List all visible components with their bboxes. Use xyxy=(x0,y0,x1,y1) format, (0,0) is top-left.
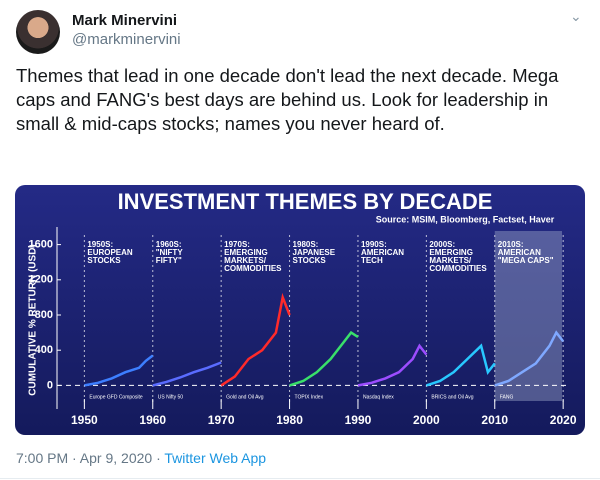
x-tick-label: 2020 xyxy=(550,413,577,427)
panel-label: EMERGING xyxy=(429,248,473,257)
y-tick-label: 0 xyxy=(47,379,53,391)
y-tick-label: 400 xyxy=(35,344,53,356)
panel-label: 1960S: xyxy=(156,240,182,249)
divider xyxy=(0,478,600,479)
panel-label: FIFTY" xyxy=(156,256,182,265)
highlight-panel xyxy=(494,231,562,401)
timestamp[interactable]: 7:00 PM · Apr 9, 2020 · xyxy=(16,450,161,466)
y-tick-label: 1600 xyxy=(29,239,53,251)
panel-label: MARKETS/ xyxy=(429,256,472,265)
index-label: BRICS and Oil Avg xyxy=(431,394,473,400)
tweet-footer: 7:00 PM · Apr 9, 2020 · Twitter Web App xyxy=(16,450,266,466)
author-handle[interactable]: @markminervini xyxy=(72,31,181,48)
series-line xyxy=(357,343,428,387)
y-axis-label: CUMULATIVE % RETURN (USD) xyxy=(28,244,39,395)
panel-label: AMERICAN xyxy=(361,248,404,257)
index-label: US Nifty 50 xyxy=(158,394,184,400)
x-tick-label: 2000 xyxy=(413,413,440,427)
index-label: TOPIX Index xyxy=(295,394,324,400)
panel-label: AMERICAN xyxy=(498,248,541,257)
panel-label: 1990S: xyxy=(361,240,387,249)
x-tick-label: 1990 xyxy=(345,413,372,427)
panel-label: EUROPEAN xyxy=(87,248,133,257)
chart-title: INVESTMENT THEMES BY DECADE xyxy=(118,189,493,214)
chart-image[interactable]: INVESTMENT THEMES BY DECADE Source: MSIM… xyxy=(15,185,585,435)
series-line xyxy=(426,343,496,387)
panel-label: COMMODITIES xyxy=(429,264,487,273)
index-label: Gold and Oil Avg xyxy=(226,394,264,400)
panel-label: MARKETS/ xyxy=(224,256,267,265)
avatar[interactable] xyxy=(16,10,60,54)
panel-label: 2010S: xyxy=(498,240,524,249)
index-label: Nasdaq Index xyxy=(363,394,394,400)
panel-label: STOCKS xyxy=(293,256,327,265)
y-tick-label: 1200 xyxy=(29,274,53,286)
x-tick-label: 1950 xyxy=(71,413,98,427)
panel-label: TECH xyxy=(361,256,383,265)
panel-label: "MEGA CAPS" xyxy=(498,256,554,265)
panel-label: 1970S: xyxy=(224,240,250,249)
chart-subtitle: Source: MSIM, Bloomberg, Factset, Haver xyxy=(376,214,555,224)
chart-background xyxy=(15,185,585,435)
series-line xyxy=(84,354,154,387)
series-line xyxy=(152,361,222,387)
panel-label: COMMODITIES xyxy=(224,264,282,273)
x-tick-label: 1970 xyxy=(208,413,235,427)
x-tick-label: 2010 xyxy=(481,413,508,427)
x-tick-label: 1960 xyxy=(139,413,166,427)
panel-label: 1980S: xyxy=(293,240,319,249)
source-link[interactable]: Twitter Web App xyxy=(164,450,267,466)
y-tick-label: 800 xyxy=(35,309,53,321)
panel-label: EMERGING xyxy=(224,248,268,257)
panel-label: 2000S: xyxy=(429,240,455,249)
index-label: Europe GFD Composite xyxy=(89,394,143,400)
series-line xyxy=(289,330,359,387)
menu-chevron[interactable]: ⌄ xyxy=(570,8,582,24)
panel-label: 1950S: xyxy=(87,240,113,249)
series-line xyxy=(494,330,565,387)
panel-label: STOCKS xyxy=(87,256,121,265)
panel-label: "NIFTY xyxy=(156,248,184,257)
tweet-text: Themes that lead in one decade don't lea… xyxy=(16,65,559,134)
x-tick-label: 1980 xyxy=(276,413,303,427)
index-label: FANG xyxy=(500,394,514,400)
panel-label: JAPANESE xyxy=(293,248,336,257)
series-line xyxy=(220,292,291,387)
author-name[interactable]: Mark Minervini xyxy=(72,12,178,29)
